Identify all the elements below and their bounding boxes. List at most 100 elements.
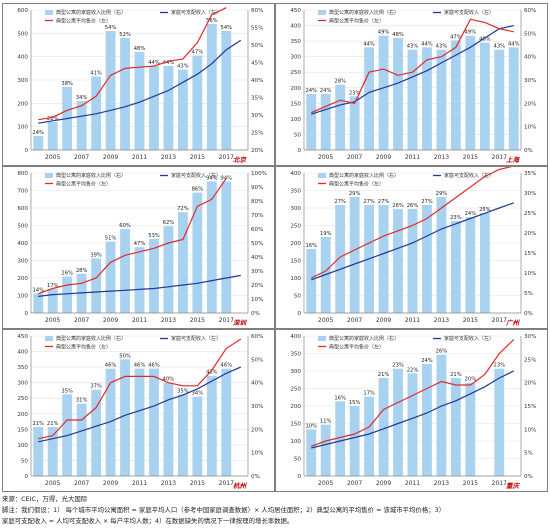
bar: [465, 35, 476, 150]
bar: [306, 249, 317, 313]
chart-panel-1: 0 100 200 300 400 500 600 20% 25% 30% 35% 40% 45% 50%…: [2, 3, 275, 166]
bar: [206, 181, 217, 313]
legend-label-income: 家庭可支配收入（左）: [171, 9, 221, 16]
bar: [134, 247, 145, 313]
bar-label: 46%: [479, 37, 491, 43]
bar-label: 43%: [494, 44, 506, 50]
bar: [47, 427, 58, 476]
y-left-tick-label: 450: [17, 334, 28, 340]
bar: [349, 406, 360, 476]
chart-panel-3: 0 100 200 300 400 500 600 700 800 0% 10% 20% 30% 40% 5…: [2, 166, 275, 329]
y-right-tick-label: 60%: [251, 334, 263, 340]
bar: [105, 241, 116, 313]
bar: [494, 49, 505, 150]
bar: [335, 84, 346, 150]
bar-label: 44%: [508, 41, 520, 47]
chart-svg: 0 50 100 150 200 250 300 350 400 0% 5% 10% 15% 20% 25%…: [290, 167, 536, 327]
legend-label-bar: 典型公寓的家庭收入比例（右）: [329, 172, 399, 179]
y-right-tick-label: 0%: [251, 311, 260, 317]
y-right-tick-label: 50%: [251, 357, 263, 363]
y-right-tick-label: 30%: [251, 404, 263, 410]
y-right-tick-label: 35%: [524, 171, 536, 177]
footnote-line-1: 脚注：我们假设：1） 每个城市平均公寓面积 = 家庭平均人口（参考中国家庭调查数…: [2, 506, 446, 514]
bar-label: 25%: [479, 207, 491, 213]
bar-label: 11%: [320, 419, 332, 425]
x-tick-label: 2009: [103, 480, 118, 487]
y-left-tick-label: 100: [17, 443, 28, 449]
x-tick-label: 2007: [347, 154, 362, 161]
city-label: 深圳: [233, 319, 248, 327]
y-left-tick-label: 350: [290, 39, 301, 45]
x-tick-label: 2017: [219, 480, 234, 487]
income-line: [311, 25, 514, 115]
bar-label: 40%: [163, 377, 175, 383]
y-left-tick-label: 50: [21, 458, 29, 464]
x-tick-label: 2013: [434, 154, 449, 161]
bar: [177, 394, 188, 476]
y-right-tick-label: 25%: [524, 357, 536, 363]
footer-notes: 来源：CEIC，万得，光大国际 脚注：我们假设：1） 每个城市平均公寓面积 = …: [2, 494, 548, 527]
legend-label-price: 典型公寓平均售价（左）: [329, 18, 384, 25]
y-right-tick-label: 15%: [524, 404, 536, 410]
y-right-tick-label: 10%: [251, 451, 263, 457]
y-left-tick-label: 150: [290, 422, 301, 428]
bar: [120, 229, 130, 313]
bar-label: 44%: [421, 41, 433, 47]
bar: [450, 221, 461, 313]
bar-label: 26%: [436, 349, 448, 355]
y-left-tick-label: 300: [290, 206, 301, 212]
y-left-tick-label: 100: [290, 117, 301, 123]
bar-label: 27%: [378, 199, 390, 205]
bar-label: 44%: [148, 60, 160, 66]
legend-swatch-bar: [45, 336, 53, 341]
y-right-tick-label: 10%: [251, 297, 263, 303]
bar-label: 72%: [177, 206, 189, 212]
bar-label: 34%: [192, 391, 204, 397]
y-left-tick-label: 300: [17, 381, 28, 387]
y-right-tick-label: 60%: [251, 8, 263, 14]
bar-label: 14%: [32, 287, 44, 293]
bar: [33, 136, 44, 150]
y-left-tick-label: 300: [17, 259, 28, 265]
y-right-tick-label: 60%: [251, 227, 263, 233]
source-text: 来源：CEIC，万得，光大国际: [2, 495, 88, 503]
bar-label: 26%: [407, 203, 419, 209]
bar: [378, 205, 389, 313]
x-tick-label: 2015: [463, 480, 478, 487]
income-line: [310, 202, 515, 281]
y-right-tick-label: 0%: [251, 474, 260, 480]
x-tick-label: 2011: [405, 480, 420, 487]
bar-label: 44%: [363, 41, 375, 47]
y-right-tick-label: 10%: [524, 271, 536, 277]
city-label: 重庆: [506, 482, 521, 490]
y-left-tick-label: 200: [17, 101, 28, 107]
bar: [163, 382, 174, 476]
bar-label: 53%: [148, 233, 160, 239]
chart-panel-5: 0 50 100 150 200 250 300 350 400 450 0% 10% 20% 30% 40…: [2, 329, 275, 492]
bar: [335, 205, 346, 313]
y-left-tick-label: 250: [290, 387, 301, 393]
y-right-tick-label: 90%: [251, 185, 263, 191]
bar-label: 56%: [206, 18, 218, 24]
y-right-tick-label: 30%: [524, 78, 536, 84]
bar-label: 20%: [465, 377, 477, 383]
bar: [508, 47, 519, 151]
y-left-tick-label: 400: [290, 171, 301, 177]
y-right-tick-label: 40%: [251, 381, 263, 387]
legend-label-price: 典型公寓平均售价（左）: [329, 344, 384, 351]
bar-label: 52%: [119, 32, 131, 38]
bar-label: 16%: [334, 395, 346, 401]
y-left-tick-label: 250: [290, 70, 301, 76]
bar-label: 24%: [32, 130, 44, 136]
y-right-tick-label: 20%: [524, 231, 536, 237]
bar: [33, 293, 44, 313]
price-line: [37, 177, 227, 295]
bar-label: 29%: [349, 191, 361, 197]
bar-label: 46%: [105, 363, 117, 369]
y-right-tick-label: 15%: [524, 251, 536, 257]
y-right-tick-label: 25%: [524, 211, 536, 217]
y-right-tick-label: 30%: [524, 191, 536, 197]
x-tick-label: 2015: [190, 154, 205, 161]
y-right-tick-label: 10%: [524, 125, 536, 131]
y-left-tick-label: 300: [17, 78, 28, 84]
